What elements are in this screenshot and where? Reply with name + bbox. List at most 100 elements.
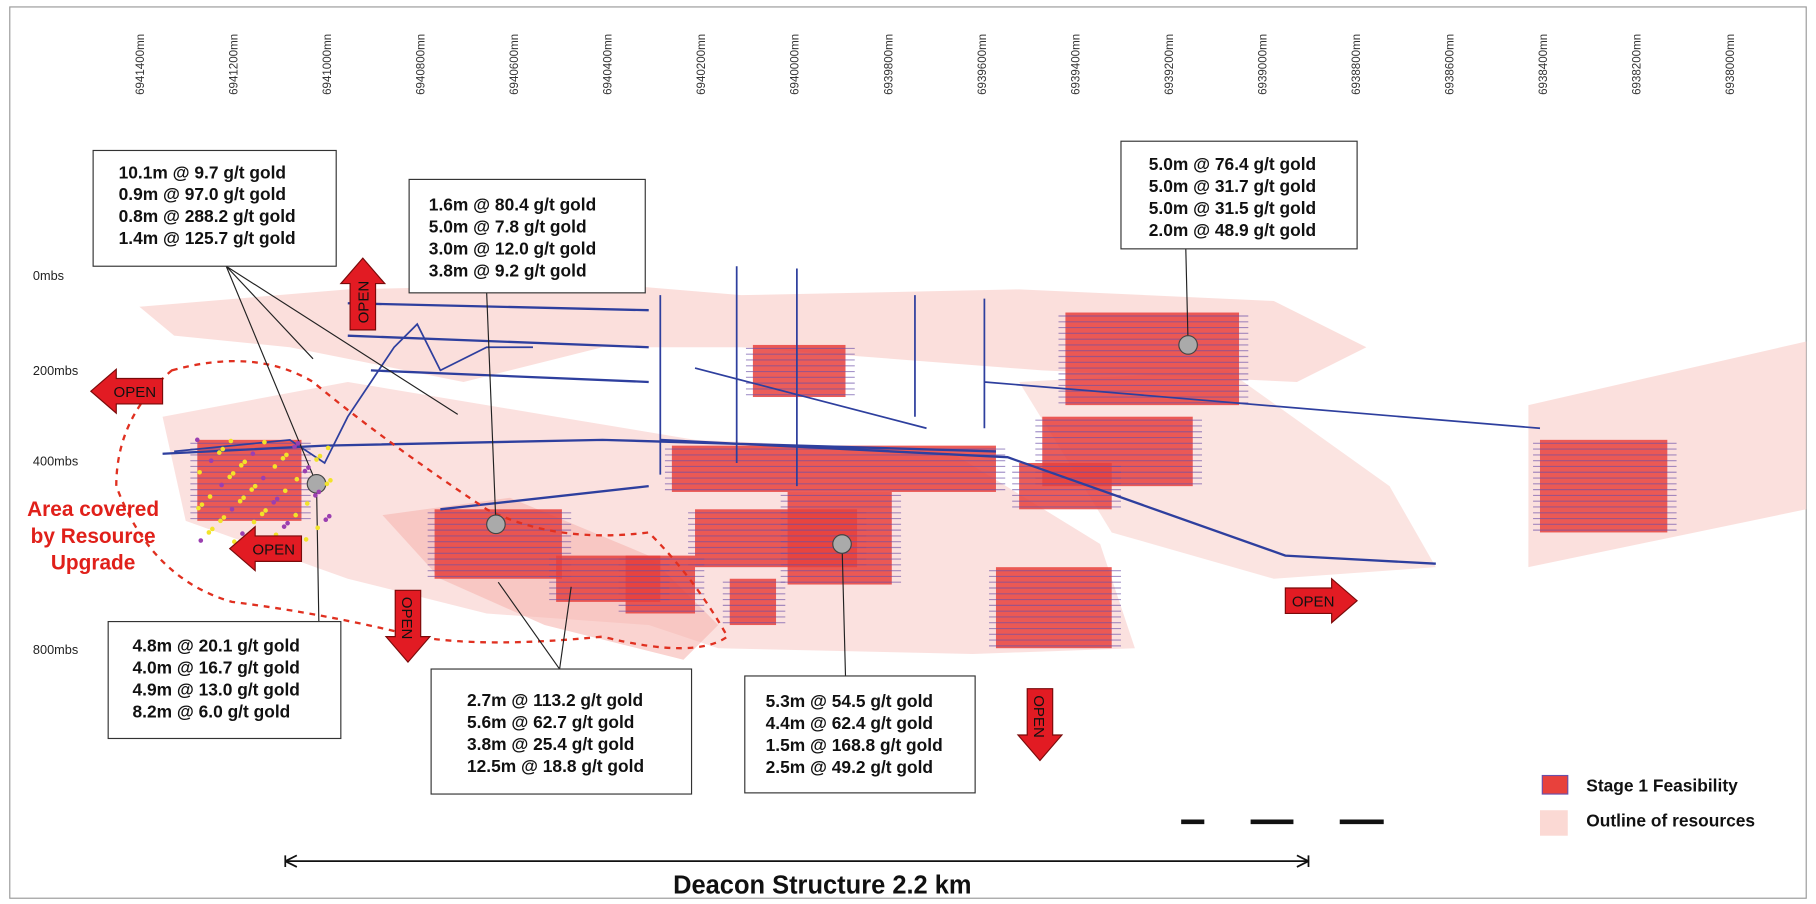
legend-label: Outline of resources	[1586, 810, 1755, 830]
callout-box	[430, 668, 693, 795]
northing-label: 6938000mn	[1725, 34, 1737, 95]
drill-dot	[197, 469, 202, 475]
drill-dot	[302, 468, 308, 474]
callout-line: 5.0m @ 76.4 g/t gold	[1149, 154, 1316, 174]
callout-line: 0.8m @ 288.2 g/t gold	[119, 206, 296, 226]
drill-dot	[242, 459, 248, 465]
block	[556, 555, 661, 602]
callout-line: 4.9m @ 13.0 g/t gold	[132, 680, 299, 700]
open-arrow: OPEN	[1016, 688, 1064, 762]
scale-bar	[284, 819, 1384, 868]
open-arrow: OPEN	[384, 589, 432, 663]
open-arrow-shape	[339, 257, 387, 331]
upgrade-outline	[115, 359, 729, 650]
drill-dot	[328, 478, 333, 483]
open-arrow: OPEN	[228, 525, 303, 572]
callout-line: 5.6m @ 62.7 g/t gold	[467, 712, 634, 732]
northing-label: 6939400mn	[1070, 34, 1082, 95]
callout-line: 10.1m @ 9.7 g/t gold	[119, 162, 286, 182]
northing-label: 6939800mn	[883, 34, 895, 95]
stage1-blocks	[190, 312, 1677, 649]
drill-dot	[208, 458, 214, 463]
callout-line: 4.0m @ 16.7 g/t gold	[132, 658, 299, 678]
northing-label: 6941200mn	[229, 34, 241, 95]
northing-label: 6938400mn	[1538, 34, 1550, 95]
callout-line: 8.2m @ 6.0 g/t gold	[132, 702, 290, 722]
northing-label: 6940000mn	[790, 34, 802, 95]
open-arrow-shape	[1016, 688, 1064, 762]
drill-dot	[304, 501, 310, 506]
drill-dot	[251, 519, 257, 525]
drill-dot	[232, 539, 237, 545]
drill-dot	[198, 538, 204, 543]
drill-dot	[294, 476, 300, 482]
drill-dot	[323, 517, 329, 523]
drill-dot	[282, 488, 288, 494]
drill-dot	[280, 456, 286, 461]
callout-box	[107, 620, 342, 740]
drill-dot	[259, 511, 265, 517]
open-arrow-label: OPEN	[113, 384, 156, 401]
drill-dot	[199, 502, 205, 507]
drill-dot	[216, 450, 222, 455]
drill-dot	[315, 525, 320, 531]
drill-dot	[252, 483, 258, 489]
callout-line: 12.5m @ 18.8 g/t gold	[467, 756, 644, 776]
legend-swatch	[1541, 774, 1569, 795]
scale-title: Deacon Structure 2.2 km	[673, 872, 971, 900]
drill-dot	[293, 512, 299, 518]
drill-dot	[219, 482, 224, 488]
drill-dot	[240, 531, 245, 536]
drill-dot	[230, 471, 236, 476]
callout-box	[744, 675, 976, 794]
drill-dot	[196, 505, 201, 511]
drill-dot	[263, 508, 268, 513]
area-note: Upgrade	[51, 551, 135, 574]
drill-dot	[303, 537, 309, 542]
northing-label: 6940200mn	[696, 34, 708, 95]
callout-line: 3.0m @ 12.0 g/t gold	[429, 239, 596, 259]
northing-label: 6940400mn	[603, 34, 615, 95]
drill-dot	[249, 487, 255, 492]
open-arrow: OPEN	[339, 257, 387, 331]
block	[729, 578, 777, 626]
legend-swatch	[1539, 810, 1568, 836]
depth-label: 800mbs	[33, 642, 78, 657]
northing-label: 6940600mn	[509, 34, 521, 95]
drill-dot	[262, 439, 267, 445]
drill-dot	[324, 481, 330, 487]
callout-box	[92, 149, 337, 267]
open-arrow-shape	[1284, 577, 1358, 624]
block	[1019, 462, 1112, 510]
northing-label: 6938200mn	[1631, 34, 1643, 95]
open-arrow-shape	[228, 525, 303, 572]
drill-dot	[271, 500, 277, 505]
depth-label: 200mbs	[33, 363, 78, 378]
drill-dot	[325, 445, 331, 451]
drill-dot	[317, 453, 323, 459]
callout-line: 4.4m @ 62.4 g/t gold	[766, 713, 933, 733]
drill-dot	[260, 475, 266, 481]
northing-label: 6938800mn	[1351, 34, 1363, 95]
northing-label: 6939000mn	[1257, 34, 1269, 95]
drill-dot	[228, 438, 234, 444]
drill-dot	[227, 474, 233, 480]
drill-dot	[316, 489, 322, 495]
leaders	[225, 248, 1198, 676]
callout-line: 5.0m @ 31.7 g/t gold	[1149, 176, 1316, 196]
block	[671, 445, 996, 492]
callout-box	[1120, 140, 1358, 250]
open-arrow-label: OPEN	[1292, 594, 1335, 611]
drill-dot	[272, 464, 278, 469]
callout-line: 2.0m @ 48.9 g/t gold	[1149, 220, 1316, 240]
callout-line: 2.5m @ 49.2 g/t gold	[766, 757, 933, 777]
drill-dot	[229, 506, 235, 512]
open-arrow-label: OPEN	[398, 597, 415, 640]
drill-dot	[274, 496, 280, 502]
drill-dot	[306, 465, 311, 470]
northing-label: 6941400mn	[135, 34, 147, 95]
area-note: by Resource	[31, 525, 156, 548]
drill-dot	[313, 493, 318, 498]
callout-line: 1.4m @ 125.7 g/t gold	[119, 228, 296, 248]
